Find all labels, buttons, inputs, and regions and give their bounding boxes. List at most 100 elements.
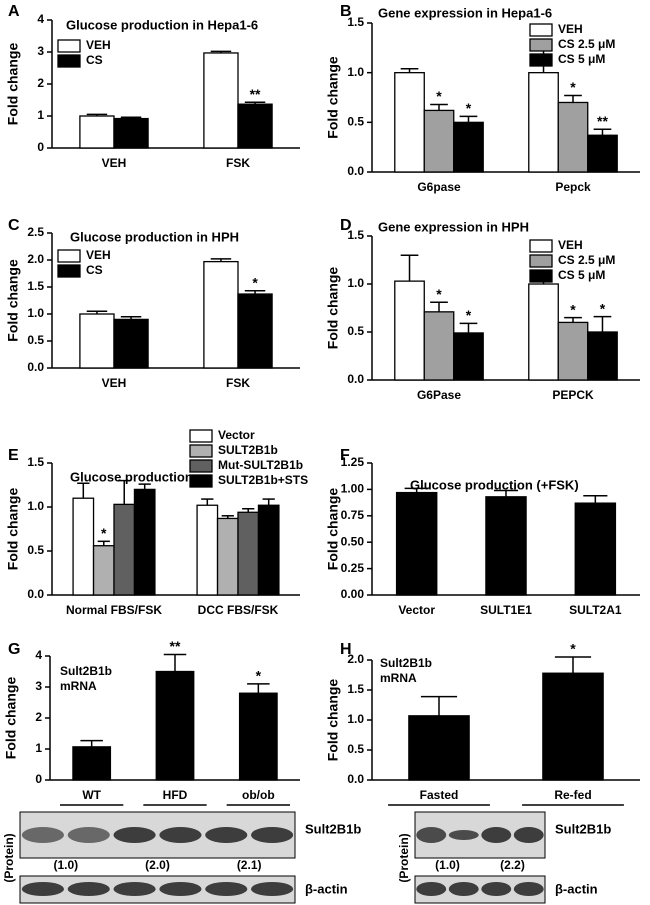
y-tick-label: 2.5 (27, 225, 44, 239)
blot-frame (19, 811, 296, 859)
y-tick-label: 0.50 (341, 534, 365, 548)
significance-label: ** (250, 86, 261, 102)
bar (395, 491, 438, 596)
bar (587, 134, 618, 173)
y-tick-label: 4 (35, 648, 42, 662)
legend-label: CS 5 μM (558, 268, 605, 282)
blot-band (159, 827, 202, 843)
x-tick-label: SULT2A1 (569, 603, 622, 617)
x-tick-label: FSK (226, 376, 250, 390)
x-tick-label: Fasted (420, 788, 459, 802)
legend-label: SULT2B1b+STS (218, 473, 308, 487)
y-axis-label: Fold change (325, 679, 341, 762)
blot-band (113, 882, 156, 896)
y-tick-label: 1.0 (347, 276, 364, 290)
x-tick-label: G6pase (417, 180, 461, 194)
bar (203, 260, 239, 369)
y-tick-label: 0.0 (347, 772, 364, 786)
blot-band (513, 827, 544, 843)
legend-swatch (529, 23, 553, 37)
legend-swatch (189, 444, 213, 458)
y-axis-label: Fold change (3, 677, 19, 760)
y-axis-label: Fold change (5, 43, 21, 126)
significance-label: ** (170, 638, 181, 654)
bar (394, 280, 425, 381)
legend-swatch (529, 53, 553, 67)
y-tick-label: 1 (37, 108, 44, 122)
x-tick-label: Re-fed (554, 788, 591, 802)
bar (155, 670, 195, 781)
blot-frame (19, 875, 296, 904)
bar (92, 545, 115, 596)
bar (257, 504, 280, 596)
significance-label: * (436, 88, 442, 104)
panel-letter: F (340, 447, 350, 464)
y-tick-label: 1.5 (27, 455, 44, 469)
legend-label: VEH (558, 22, 583, 36)
y-tick-label: 0.5 (27, 543, 44, 557)
chart-title: Glucose production (70, 469, 193, 484)
y-tick-label: 2.0 (27, 252, 44, 266)
y-tick-label: 2 (35, 710, 42, 724)
significance-label: * (466, 307, 472, 323)
significance-label: * (466, 100, 472, 116)
y-tick-label: 0 (35, 772, 42, 786)
bar (557, 101, 589, 173)
annotation: Sult2B1b (60, 664, 112, 678)
chart-title: Gene expression in Hepa1-6 (378, 5, 552, 20)
annotation: mRNA (380, 671, 417, 685)
x-tick-label: Pepck (555, 180, 591, 194)
bar (72, 497, 95, 596)
legend-label: CS (86, 263, 103, 277)
panel-letter: E (8, 447, 19, 464)
legend-label: CS (86, 53, 103, 67)
blot-band (416, 882, 447, 896)
bar (203, 52, 239, 149)
legend-label: CS 5 μM (558, 52, 605, 66)
legend-swatch (57, 249, 81, 263)
legend-label: VEH (86, 38, 111, 52)
blot-side-label: (Protein) (397, 833, 411, 882)
blot-label: Sult2B1b (305, 821, 361, 836)
panel-letter: D (340, 217, 352, 234)
y-tick-label: 2.0 (347, 652, 364, 666)
bar (453, 332, 484, 381)
blot-ratio: (2.1) (237, 858, 262, 872)
bar (423, 109, 455, 173)
panel-letter: A (8, 3, 20, 20)
blot-band (159, 882, 202, 896)
y-tick-label: 1.0 (27, 499, 44, 513)
bar (72, 746, 112, 781)
y-tick-label: 1 (35, 741, 42, 755)
bar (557, 321, 589, 381)
bar (113, 503, 136, 596)
blot-band (448, 882, 479, 896)
x-tick-label: PEPCK (552, 388, 594, 402)
blot-ratio: (1.0) (435, 858, 460, 872)
y-axis-label: Fold change (325, 56, 341, 139)
significance-label: * (600, 300, 606, 316)
bar (528, 72, 559, 173)
blot-loading-label: β-actin (555, 881, 598, 896)
y-tick-label: 0.5 (347, 324, 364, 338)
legend-label: Mut-SULT2B1b (218, 458, 303, 472)
y-axis-label: Fold change (325, 267, 341, 350)
blot-band (416, 827, 447, 843)
chart-title: Glucose production in Hepa1-6 (66, 17, 258, 32)
x-tick-label: HFD (163, 788, 188, 802)
blot-label: Sult2B1b (555, 821, 611, 836)
y-tick-label: 0.75 (341, 508, 365, 522)
blot-band (205, 827, 248, 843)
bar (237, 103, 273, 149)
legend-label: CS 2.5 μM (558, 37, 615, 51)
blot-band (21, 827, 64, 843)
y-tick-label: 1.5 (347, 15, 364, 29)
significance-label: * (570, 301, 576, 317)
legend-swatch (529, 269, 553, 283)
legend-label: VEH (86, 248, 111, 262)
legend-swatch (57, 54, 81, 68)
y-axis-label: Fold change (5, 488, 21, 571)
bar (133, 488, 156, 596)
legend-label: SULT2B1b (218, 443, 278, 457)
legend-swatch (529, 38, 553, 52)
